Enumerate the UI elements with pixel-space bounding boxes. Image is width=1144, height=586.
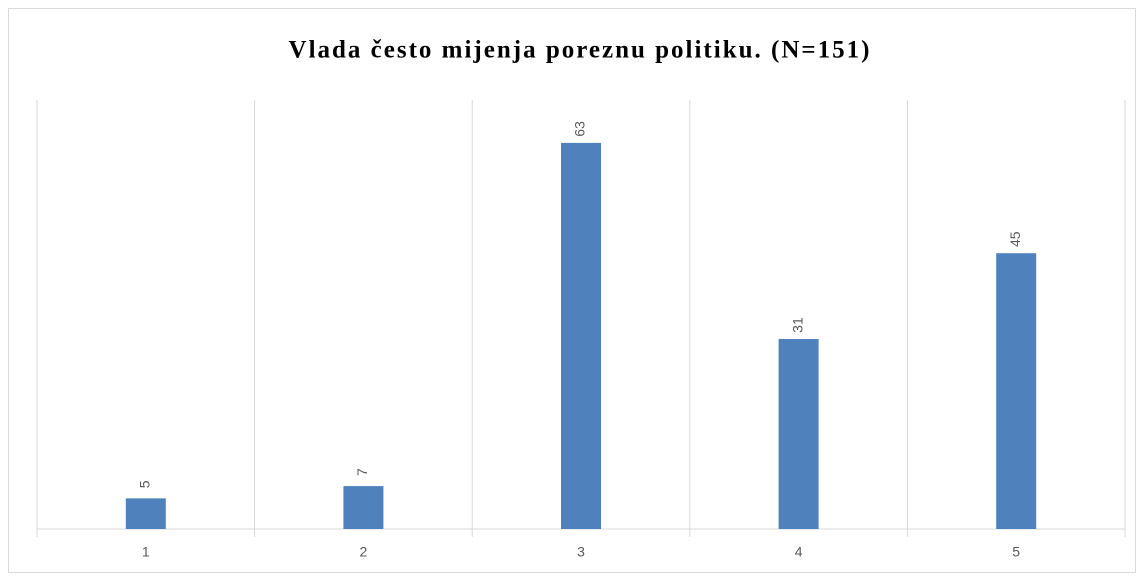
x-tick-label: 3 <box>577 544 585 560</box>
data-label: 5 <box>137 480 153 488</box>
bar <box>561 142 601 529</box>
data-label: 31 <box>789 317 805 333</box>
bar <box>343 486 384 529</box>
data-label: 63 <box>572 121 588 137</box>
bar <box>125 498 166 529</box>
data-label: 7 <box>354 468 370 476</box>
bar <box>778 339 819 529</box>
bar <box>996 253 1037 529</box>
x-tick-label: 2 <box>360 544 368 560</box>
chart-title: Vlada često mijenja poreznu politiku. (N… <box>289 37 872 64</box>
x-tick-label: 4 <box>795 544 803 560</box>
x-tick-label: 1 <box>142 544 150 560</box>
x-tick-label: 5 <box>1012 544 1020 560</box>
data-label: 45 <box>1007 231 1023 247</box>
